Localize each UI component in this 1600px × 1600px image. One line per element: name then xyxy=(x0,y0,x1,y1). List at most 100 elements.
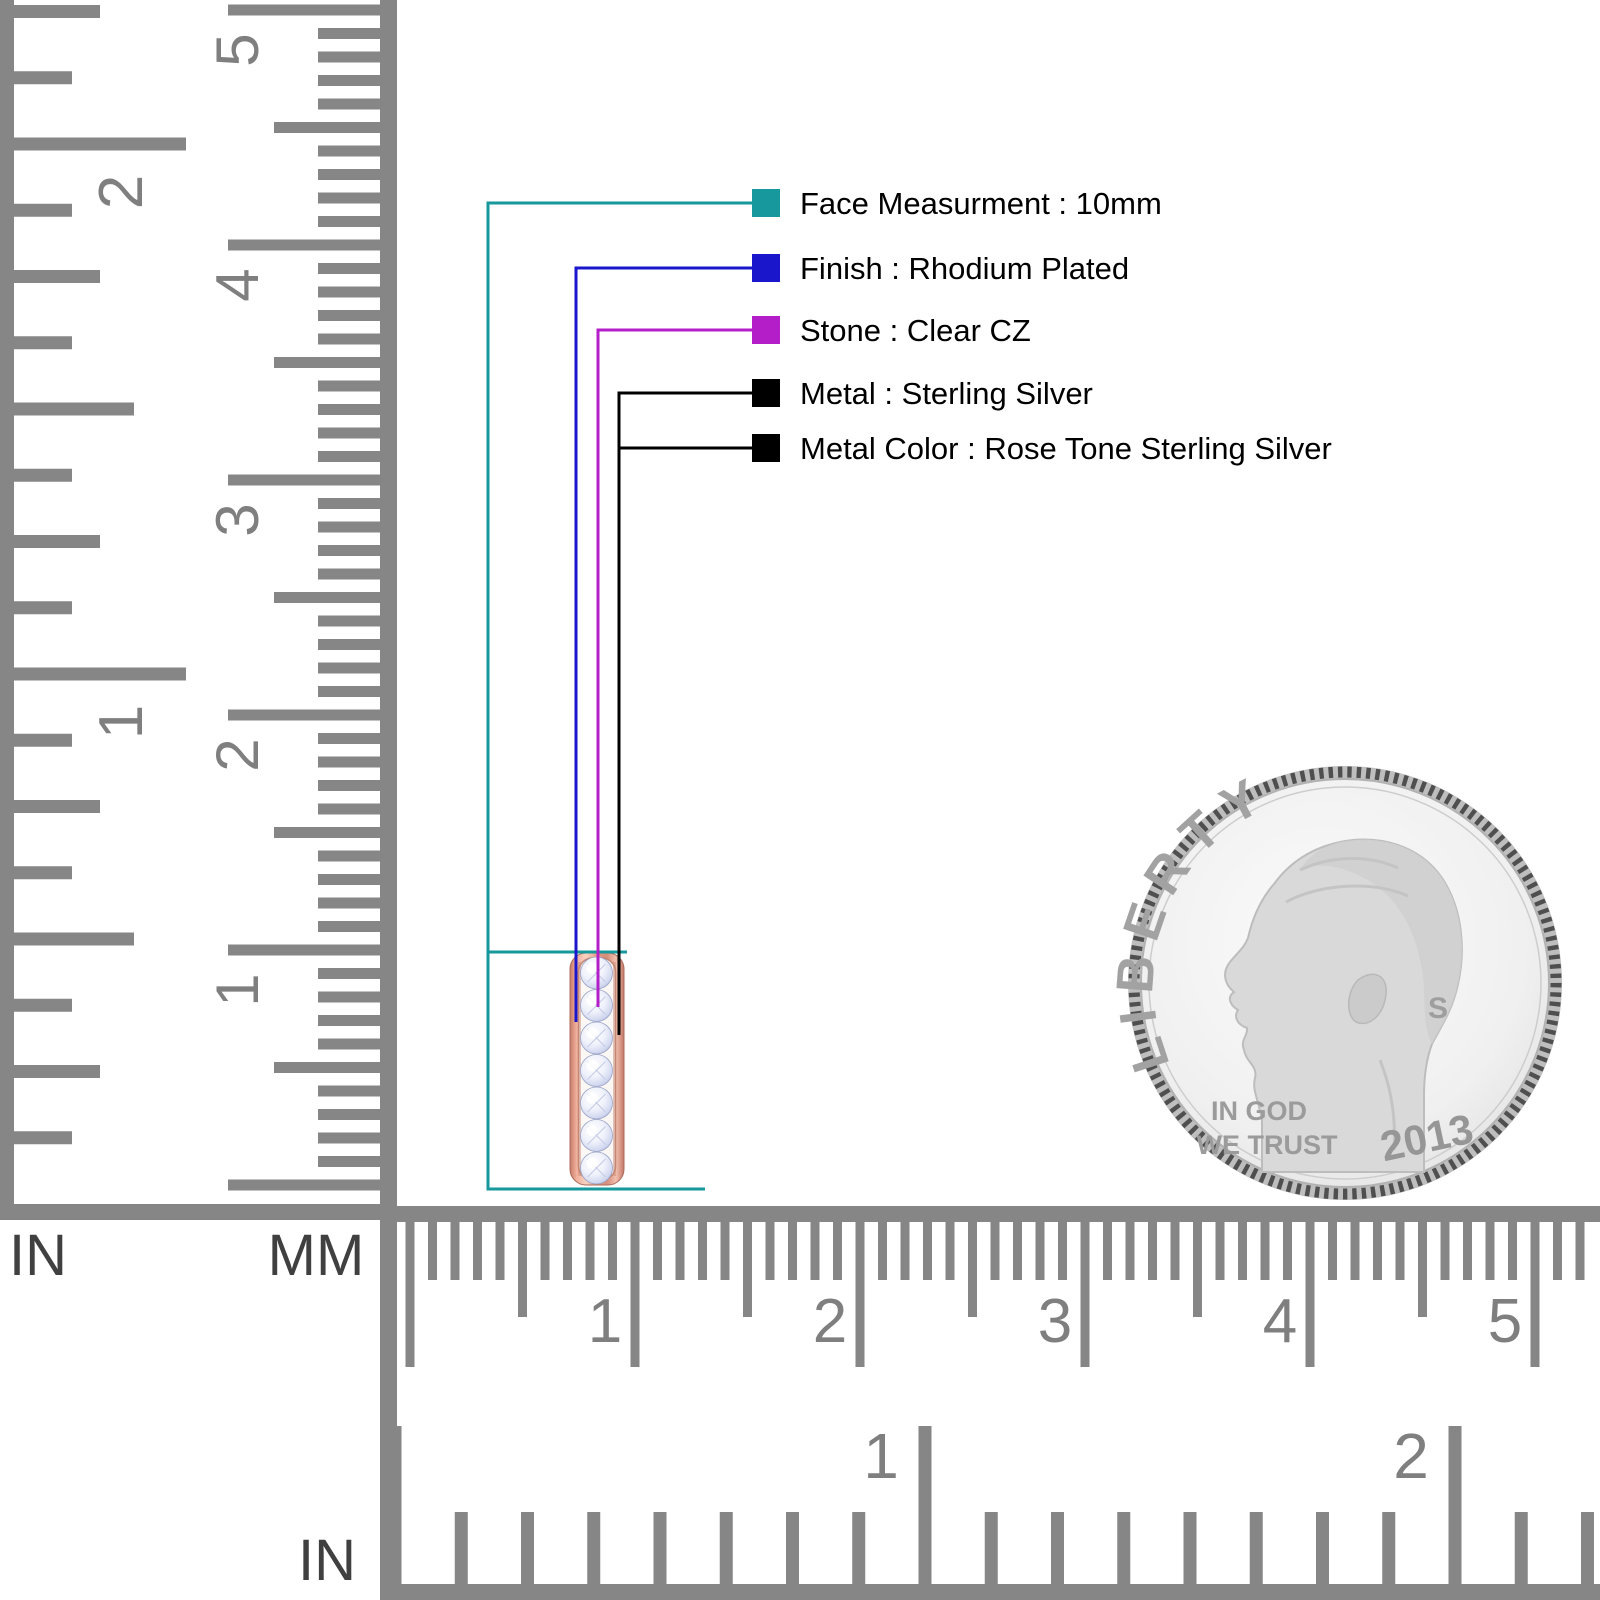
callout-line-stone xyxy=(596,328,752,1007)
stone-facet-line xyxy=(587,1028,606,1048)
ruler-tick xyxy=(1193,1222,1202,1317)
stone-facet-line xyxy=(587,1093,606,1113)
ruler-tick xyxy=(765,1222,775,1280)
ruler-tick xyxy=(1514,1512,1528,1584)
ruler-number: 1 xyxy=(863,1420,899,1492)
ruler-tick xyxy=(1283,1222,1292,1280)
ruler-number: 5 xyxy=(204,33,271,66)
ruler-tick xyxy=(405,1222,415,1367)
ruler-tick xyxy=(318,98,380,110)
ruler-tick xyxy=(923,1222,932,1280)
portrait-ear xyxy=(1348,973,1387,1025)
ruler-tick xyxy=(1328,1222,1337,1280)
ruler-tick xyxy=(274,592,380,603)
callout-label-stone: Stone : Clear CZ xyxy=(800,313,1031,348)
callout-label-metal-color: Metal Color : Rose Tone Sterling Silver xyxy=(800,431,1332,466)
ruler-tick xyxy=(318,1085,380,1097)
ruler-tick xyxy=(1103,1222,1112,1280)
vertical-ruler-inch-label: IN xyxy=(9,1223,67,1288)
ruler-tick xyxy=(1382,1512,1396,1584)
ruler-tick xyxy=(1508,1222,1517,1280)
ruler-tick xyxy=(675,1222,685,1280)
dime-coin: LIBERTY IN GOD WE TRUST 2013 S xyxy=(1106,763,1562,1200)
ruler-tick xyxy=(1395,1222,1405,1280)
ruler-tick xyxy=(1305,1222,1315,1367)
portrait-hair xyxy=(1300,839,1462,1044)
ruler-tick xyxy=(698,1222,707,1280)
ruler-tick xyxy=(318,639,380,650)
ruler-tick xyxy=(318,803,380,815)
ruler-tick xyxy=(318,380,380,392)
stone-highlight xyxy=(586,995,598,1006)
vruler-bottom-bar xyxy=(0,1204,397,1220)
ruler-tick xyxy=(454,1512,468,1584)
stone-highlight xyxy=(586,1060,598,1071)
ruler-tick xyxy=(585,1222,595,1280)
callout-label-face-measurement: Face Measurment : 10mm xyxy=(800,186,1162,221)
ruler-tick xyxy=(855,1222,865,1367)
ruler-tick xyxy=(1170,1222,1180,1280)
ruler-tick xyxy=(1316,1512,1329,1584)
ruler-number: 3 xyxy=(1038,1287,1072,1356)
ruler-tick xyxy=(1463,1222,1472,1280)
ruler-tick xyxy=(1553,1222,1562,1280)
coin-mint-mark: S xyxy=(1428,992,1448,1025)
ruler-tick xyxy=(318,28,380,39)
callout-line-metal xyxy=(617,391,752,1035)
callout-line-face-measurement xyxy=(486,201,752,1191)
ruler-tick xyxy=(14,137,186,151)
ruler-tick xyxy=(1418,1222,1427,1317)
ruler-tick xyxy=(14,468,72,482)
callout-leader-lines xyxy=(486,189,780,1191)
ruler-tick xyxy=(1238,1222,1247,1280)
ruler-tick xyxy=(1080,1222,1090,1367)
ruler-tick xyxy=(318,874,380,885)
bruler-bottom-bar xyxy=(380,1584,1600,1600)
callout-square-finish xyxy=(752,254,780,282)
bottom-ruler: 1 2 3 4 51 2 xyxy=(380,1206,1600,1600)
ruler-tick xyxy=(228,474,380,486)
ruler-tick xyxy=(318,921,380,932)
ruler-tick xyxy=(318,145,380,157)
ruler-tick xyxy=(318,756,380,768)
ruler-number: 2 xyxy=(1393,1420,1429,1492)
ruler-number: 2 xyxy=(87,175,156,209)
ruler-number: 3 xyxy=(204,503,271,536)
ruler-tick xyxy=(900,1222,910,1280)
ruler-tick xyxy=(318,263,380,274)
ruler-tick xyxy=(228,4,380,16)
ruler-tick xyxy=(14,402,134,416)
stone-highlight xyxy=(586,962,598,974)
ruler-tick xyxy=(228,239,380,251)
ruler-tick xyxy=(1448,1426,1462,1584)
ruler-tick xyxy=(318,192,380,204)
coin-reeded-edge xyxy=(1128,766,1562,1200)
ruler-number: 1 xyxy=(204,973,271,1006)
ruler-tick xyxy=(14,336,72,350)
ruler-tick xyxy=(318,75,380,86)
ruler-tick xyxy=(720,1222,730,1280)
ruler-tick xyxy=(228,944,380,956)
ruler-tick xyxy=(318,968,380,979)
ruler-tick xyxy=(587,1512,601,1584)
callout-labels: Face Measurment : 10mm Finish : Rhodium … xyxy=(800,186,1332,466)
ruler-tick xyxy=(228,709,380,721)
ruler-tick xyxy=(719,1512,733,1584)
callout-square-metal-color xyxy=(752,434,780,462)
ruler-tick xyxy=(1575,1222,1585,1280)
ruler-tick xyxy=(228,1179,380,1191)
ruler-tick xyxy=(318,615,380,627)
ruler-tick xyxy=(968,1222,977,1317)
ruler-tick xyxy=(318,169,380,180)
callout-label-finish: Finish : Rhodium Plated xyxy=(800,251,1129,286)
ruler-tick xyxy=(852,1512,866,1584)
ruler-number: 1 xyxy=(87,705,156,739)
callout-square-stone xyxy=(752,316,780,344)
ruler-tick xyxy=(274,1062,380,1073)
ruler-tick xyxy=(274,357,380,368)
ruler-tick xyxy=(318,216,380,227)
ruler-tick xyxy=(14,71,72,85)
ruler-tick xyxy=(318,1038,380,1050)
ruler-tick xyxy=(318,404,380,415)
